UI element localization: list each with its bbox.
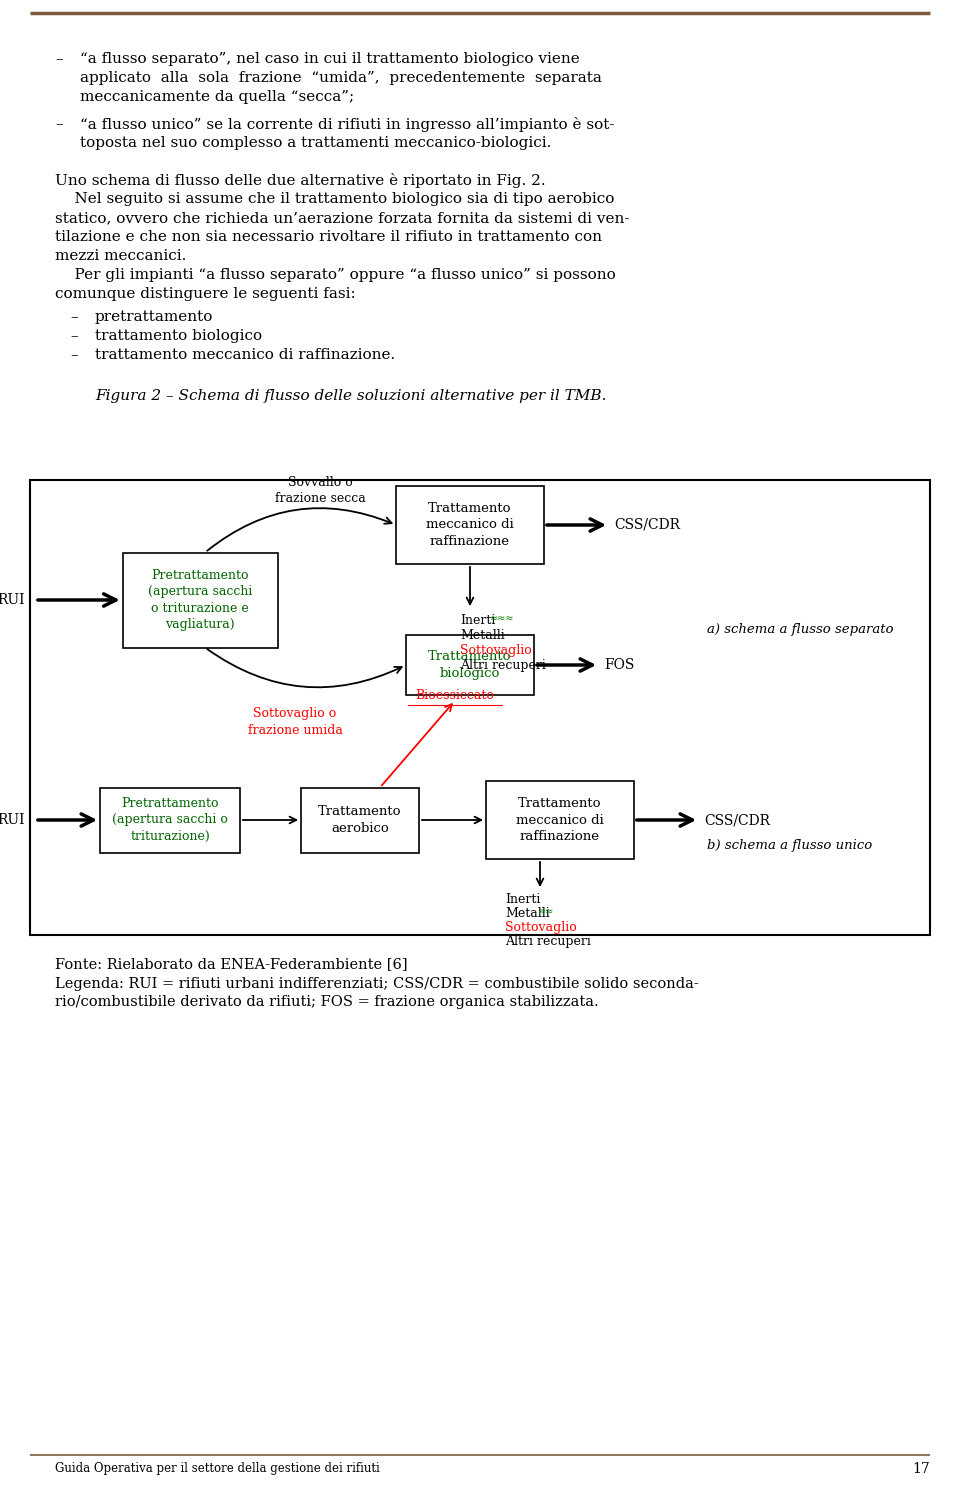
Text: trattamento meccanico di raffinazione.: trattamento meccanico di raffinazione.: [95, 348, 396, 361]
Text: Fonte: Rielaborato da ENEA-Federambiente [6]: Fonte: Rielaborato da ENEA-Federambiente…: [55, 957, 408, 970]
Text: Sottovaglio o
frazione umida: Sottovaglio o frazione umida: [248, 708, 343, 736]
Text: FOS: FOS: [604, 658, 635, 672]
Text: pretrattamento: pretrattamento: [95, 310, 213, 324]
Text: comunque distinguere le seguenti fasi:: comunque distinguere le seguenti fasi:: [55, 286, 356, 302]
Text: tilazione e che non sia necessario rivoltare il rifiuto in trattamento con: tilazione e che non sia necessario rivol…: [55, 230, 602, 244]
Text: Guida Operativa per il settore della gestione dei rifiuti: Guida Operativa per il settore della ges…: [55, 1462, 380, 1474]
Text: Metalli: Metalli: [505, 908, 550, 920]
Text: b) schema a flusso unico: b) schema a flusso unico: [708, 839, 873, 852]
Text: Nel seguito si assume che il trattamento biologico sia di tipo aerobico: Nel seguito si assume che il trattamento…: [55, 192, 614, 206]
Text: Altri recuperi: Altri recuperi: [460, 658, 546, 672]
Text: CSS/CDR: CSS/CDR: [704, 813, 770, 826]
Text: Bioessiccato: Bioessiccato: [416, 688, 494, 702]
Bar: [301, 788, 419, 852]
Text: “a flusso unico” se la corrente di rifiuti in ingresso all’impianto è sot-: “a flusso unico” se la corrente di rifiu…: [80, 117, 614, 132]
Text: Uno schema di flusso delle due alternative è riportato in Fig. 2.: Uno schema di flusso delle due alternati…: [55, 172, 545, 188]
Text: Sottovaglio: Sottovaglio: [460, 644, 532, 657]
Text: CSS/CDR: CSS/CDR: [614, 518, 680, 532]
Text: Trattamento
aerobico: Trattamento aerobico: [319, 806, 401, 834]
Bar: [396, 486, 544, 564]
Text: –: –: [70, 328, 78, 344]
Text: mezzi meccanici.: mezzi meccanici.: [55, 249, 186, 262]
Text: –: –: [55, 53, 62, 66]
Text: Legenda: RUI = rifiuti urbani indifferenziati; CSS/CDR = combustibile solido sec: Legenda: RUI = rifiuti urbani indifferen…: [55, 976, 699, 992]
Text: Pretrattamento
(apertura sacchi o
triturazione): Pretrattamento (apertura sacchi o tritur…: [112, 796, 228, 843]
Text: Per gli impianti “a flusso separato” oppure “a flusso unico” si possono: Per gli impianti “a flusso separato” opp…: [55, 268, 615, 282]
Bar: [486, 782, 634, 859]
Bar: [100, 788, 240, 852]
Text: Pretrattamento
(apertura sacchi
o triturazione e
vagliatura): Pretrattamento (apertura sacchi o tritur…: [148, 568, 252, 632]
Text: Trattamento
biologico: Trattamento biologico: [428, 651, 512, 680]
Text: Inerti: Inerti: [460, 614, 495, 627]
Text: Altri recuperi: Altri recuperi: [505, 934, 590, 948]
Text: Trattamento
meccanico di
raffinazione: Trattamento meccanico di raffinazione: [516, 796, 604, 843]
Text: 17: 17: [912, 1462, 930, 1476]
Bar: [406, 634, 534, 694]
Text: “a flusso separato”, nel caso in cui il trattamento biologico viene: “a flusso separato”, nel caso in cui il …: [80, 53, 580, 66]
Text: Trattamento
meccanico di
raffinazione: Trattamento meccanico di raffinazione: [426, 503, 514, 548]
Text: Sovvallo o
frazione secca: Sovvallo o frazione secca: [275, 476, 366, 504]
Text: –: –: [55, 117, 62, 130]
Text: ≈≈: ≈≈: [538, 906, 554, 916]
Text: toposta nel suo complesso a trattamenti meccanico-biologici.: toposta nel suo complesso a trattamenti …: [80, 136, 551, 150]
Text: Figura 2 – Schema di flusso delle soluzioni alternative per il TMB.: Figura 2 – Schema di flusso delle soluzi…: [95, 388, 607, 404]
Text: RUI: RUI: [0, 592, 25, 608]
Text: Inerti: Inerti: [505, 892, 540, 906]
Text: –: –: [70, 348, 78, 361]
Text: rio/combustibile derivato da rifiuti; FOS = frazione organica stabilizzata.: rio/combustibile derivato da rifiuti; FO…: [55, 994, 599, 1010]
Bar: [30, 480, 930, 934]
Text: Sottovaglio: Sottovaglio: [505, 921, 577, 934]
Bar: [123, 552, 277, 648]
Text: Metalli: Metalli: [460, 628, 505, 642]
Text: meccanicamente da quella “secca”;: meccanicamente da quella “secca”;: [80, 90, 354, 104]
Text: applicato  alla  sola  frazione  “umida”,  precedentemente  separata: applicato alla sola frazione “umida”, pr…: [80, 70, 602, 86]
Text: trattamento biologico: trattamento biologico: [95, 328, 262, 344]
Text: statico, ovvero che richieda un’aerazione forzata fornita da sistemi di ven-: statico, ovvero che richieda un’aerazion…: [55, 211, 630, 225]
Text: RUI: RUI: [0, 813, 25, 826]
Text: –: –: [70, 310, 78, 324]
Text: ≈≈≈: ≈≈≈: [490, 614, 515, 622]
Text: a) schema a flusso separato: a) schema a flusso separato: [707, 624, 894, 636]
